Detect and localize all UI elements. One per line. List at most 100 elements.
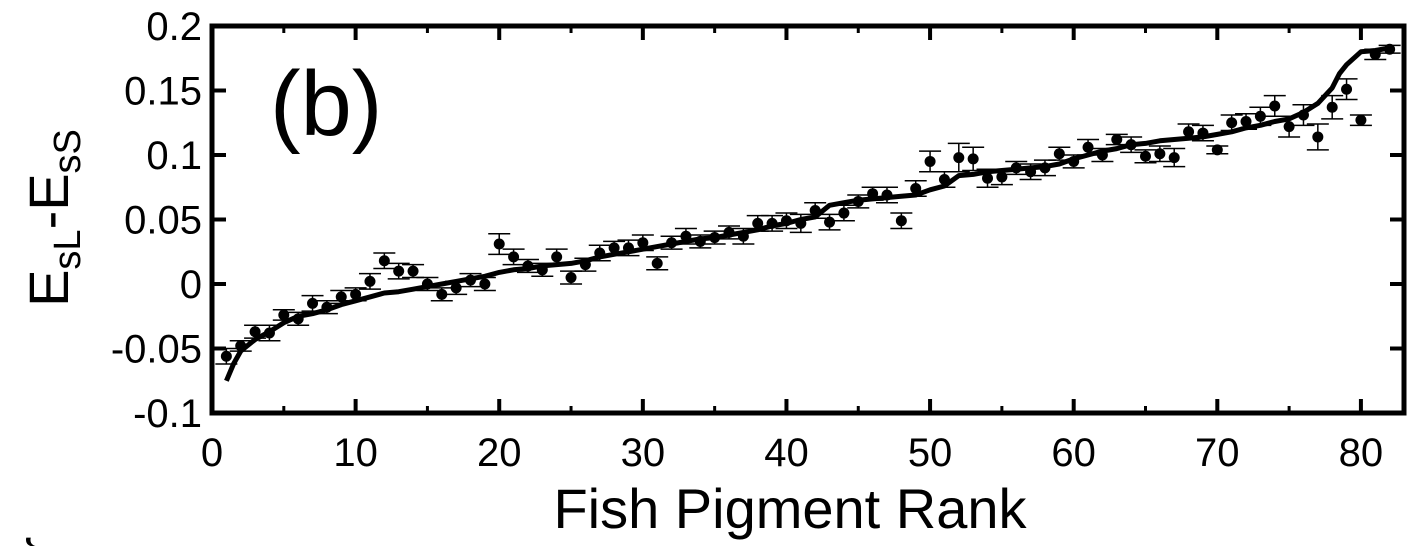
point-marker xyxy=(307,297,319,309)
data-point xyxy=(1278,115,1301,138)
point-marker xyxy=(536,264,548,276)
data-point xyxy=(904,180,927,198)
data-point xyxy=(890,212,913,230)
point-marker xyxy=(1096,149,1108,161)
point-marker xyxy=(249,326,261,338)
point-marker xyxy=(1297,109,1309,121)
data-point xyxy=(1349,114,1372,127)
data-point xyxy=(301,294,324,312)
data-point xyxy=(847,194,870,209)
point-marker xyxy=(1139,150,1151,162)
data-point xyxy=(818,213,841,231)
data-point xyxy=(703,230,726,245)
data-point xyxy=(358,272,381,290)
y-tick-label: 0 xyxy=(180,263,202,307)
data-point xyxy=(373,252,396,270)
data-point xyxy=(1120,136,1143,154)
data-point xyxy=(588,244,611,262)
point-marker xyxy=(1039,162,1051,174)
data-point xyxy=(344,287,367,302)
data-point xyxy=(560,270,583,285)
data-point xyxy=(445,280,468,296)
point-marker xyxy=(393,265,405,277)
point-marker xyxy=(421,278,433,290)
point-marker xyxy=(1326,101,1338,113)
x-axis-title: Fish Pigment Rank xyxy=(553,477,1027,540)
point-marker xyxy=(1111,134,1123,146)
point-marker xyxy=(953,152,965,164)
point-marker xyxy=(579,259,591,271)
data-point xyxy=(387,262,410,280)
point-marker xyxy=(637,237,649,249)
data-point xyxy=(1335,78,1358,101)
point-marker xyxy=(1240,115,1252,127)
point-marker xyxy=(565,272,577,284)
panel-label: (b) xyxy=(270,53,382,155)
y-title-sub1: sL xyxy=(47,229,89,269)
point-marker xyxy=(1226,117,1238,129)
data-point xyxy=(919,150,942,173)
point-marker xyxy=(1254,110,1266,122)
data-point xyxy=(1062,154,1085,169)
x-tick-label: 70 xyxy=(1195,431,1240,475)
point-marker xyxy=(493,238,505,250)
data-point xyxy=(1220,114,1243,132)
point-marker xyxy=(1355,114,1367,126)
data-point xyxy=(402,263,425,279)
point-marker xyxy=(824,216,836,228)
point-marker xyxy=(795,217,807,229)
x-tick-label: 10 xyxy=(333,431,378,475)
point-marker xyxy=(694,235,706,247)
point-marker xyxy=(378,255,390,267)
data-point xyxy=(1048,146,1071,161)
x-tick-label: 30 xyxy=(621,431,666,475)
data-point xyxy=(1077,138,1100,156)
point-marker xyxy=(436,288,448,300)
y-title-e1: E xyxy=(17,270,80,307)
point-marker xyxy=(910,183,922,195)
point-marker xyxy=(680,230,692,242)
point-marker xyxy=(1183,126,1195,138)
data-point xyxy=(603,240,626,256)
data-point xyxy=(229,340,252,352)
data-point xyxy=(1206,144,1229,156)
x-tick-label: 50 xyxy=(908,431,953,475)
point-marker xyxy=(1068,155,1080,167)
data-point xyxy=(1005,160,1028,176)
data-point xyxy=(990,168,1013,186)
y-tick-label: -0.05 xyxy=(111,328,202,372)
point-marker xyxy=(1125,139,1137,151)
tick-labels-layer: 0 10 20 30 40 50 60 70 80 -0.1 -0.05 0 0.05 0.1 0.15 0.… xyxy=(111,5,1383,475)
data-point xyxy=(646,256,669,271)
data-point xyxy=(962,146,985,172)
data-point xyxy=(1321,94,1344,120)
x-tick-label: 40 xyxy=(764,431,809,475)
point-marker xyxy=(766,217,778,229)
point-marker xyxy=(780,215,792,227)
data-point xyxy=(1019,163,1042,181)
point-marker xyxy=(594,247,606,259)
data-point xyxy=(531,262,554,278)
data-point xyxy=(473,276,496,292)
point-marker xyxy=(465,274,477,286)
data-point xyxy=(1249,106,1272,127)
point-marker xyxy=(1082,141,1094,153)
point-marker xyxy=(852,195,864,207)
data-point xyxy=(459,272,482,288)
data-point xyxy=(861,186,884,201)
data-point xyxy=(272,309,295,321)
data-point xyxy=(933,171,956,188)
data-point xyxy=(1134,149,1157,164)
data-point xyxy=(1148,145,1171,163)
point-marker xyxy=(666,237,678,249)
point-marker xyxy=(1283,121,1295,133)
data-point xyxy=(1306,123,1329,151)
data-point xyxy=(1292,103,1315,127)
y-axis-title: EsL-EsS xyxy=(17,129,89,307)
y-tick-label: 0.05 xyxy=(124,199,202,243)
y-title-sub2: sS xyxy=(47,129,89,173)
point-marker xyxy=(938,174,950,186)
y-tick-label: 0.1 xyxy=(146,134,202,178)
point-marker xyxy=(809,204,821,216)
point-marker xyxy=(881,189,893,201)
